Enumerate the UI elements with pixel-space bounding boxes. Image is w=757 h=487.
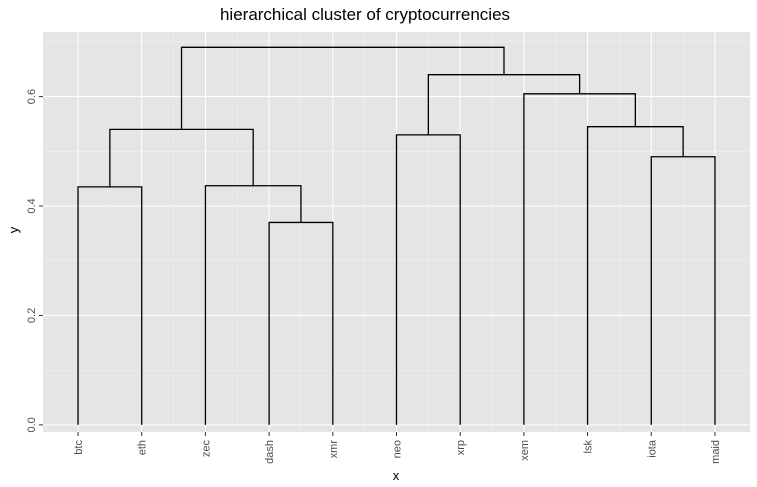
dendrogram-merge-5 <box>395 134 461 425</box>
y-axis-label: y <box>6 226 21 233</box>
dendrogram-merge-7 <box>586 126 684 425</box>
x-tick-label-maid: maid <box>710 440 722 464</box>
x-tick-label-dash: dash <box>264 440 276 464</box>
x-tick-label-neo: neo <box>392 440 404 458</box>
x-tick-label-lsk: lsk <box>583 440 595 454</box>
x-tick-label-xrp: xrp <box>455 440 467 455</box>
x-axis-ticks: btc eth zec dash xmr neo xrp xem lsk iota maid <box>73 432 722 464</box>
dendrogram-branches <box>77 46 716 425</box>
dendrogram-merge-10 <box>180 46 505 130</box>
x-tick-label-eth: eth <box>137 440 149 455</box>
x-tick-label-btc: btc <box>73 440 85 455</box>
y-tick-label: 0.4 <box>26 198 38 213</box>
x-tick-label-xem: xem <box>519 440 531 461</box>
chart-title: hierarchical cluster of cryptocurrencies <box>220 5 510 24</box>
dendrogram-merge-9 <box>427 74 581 135</box>
y-tick-label: 0.6 <box>26 89 38 104</box>
x-tick-label-xmr: xmr <box>328 440 340 459</box>
dendrogram-merge-6 <box>650 156 716 425</box>
dendrogram-merge-4 <box>109 128 254 187</box>
dendrogram-merge-3 <box>204 185 302 425</box>
y-tick-label: 0.2 <box>26 308 38 323</box>
x-tick-label-iota: iota <box>646 439 658 458</box>
x-axis-label: x <box>393 468 400 483</box>
y-axis-ticks: 0.0 0.2 0.4 0.6 <box>26 89 43 433</box>
y-tick-label: 0.0 <box>26 417 38 432</box>
x-tick-label-zec: zec <box>200 440 212 458</box>
